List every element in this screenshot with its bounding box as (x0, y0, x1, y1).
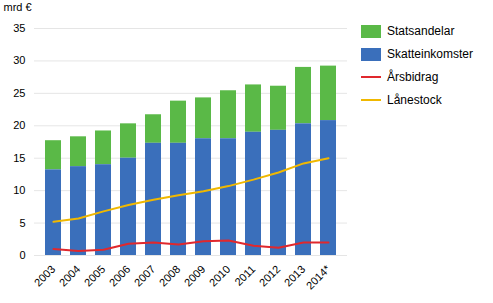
svg-text:2007: 2007 (132, 263, 158, 289)
svg-text:2008: 2008 (157, 263, 183, 289)
svg-text:0: 0 (19, 249, 25, 261)
svg-text:2013: 2013 (282, 263, 308, 289)
html-text:Skatteinkomster: Skatteinkomster (387, 47, 473, 61)
svg-text:5: 5 (19, 217, 25, 229)
svg-text:2009: 2009 (182, 263, 208, 289)
svg-text:2003: 2003 (32, 263, 58, 289)
svg-text:2014*: 2014* (304, 262, 333, 291)
html-text:Lånestock: Lånestock (387, 93, 442, 107)
svg-text:2006: 2006 (107, 263, 133, 289)
svg-text:30: 30 (13, 54, 25, 66)
svg-text:25: 25 (13, 87, 25, 99)
svg-text:20: 20 (13, 119, 25, 131)
svg-text:2005: 2005 (82, 263, 108, 289)
svg-text:2011: 2011 (232, 263, 257, 288)
svg-text:10: 10 (13, 184, 25, 196)
svg-text:15: 15 (13, 152, 25, 164)
svg-text:2004: 2004 (57, 263, 83, 289)
html-text:Statsandelar: Statsandelar (387, 24, 455, 38)
svg-text:2010: 2010 (207, 263, 233, 289)
svg-text:mrd €: mrd € (4, 1, 32, 13)
svg-text:2012: 2012 (257, 263, 283, 289)
html-text:Årsbidrag: Årsbidrag (387, 70, 439, 84)
svg-text:35: 35 (13, 22, 25, 34)
